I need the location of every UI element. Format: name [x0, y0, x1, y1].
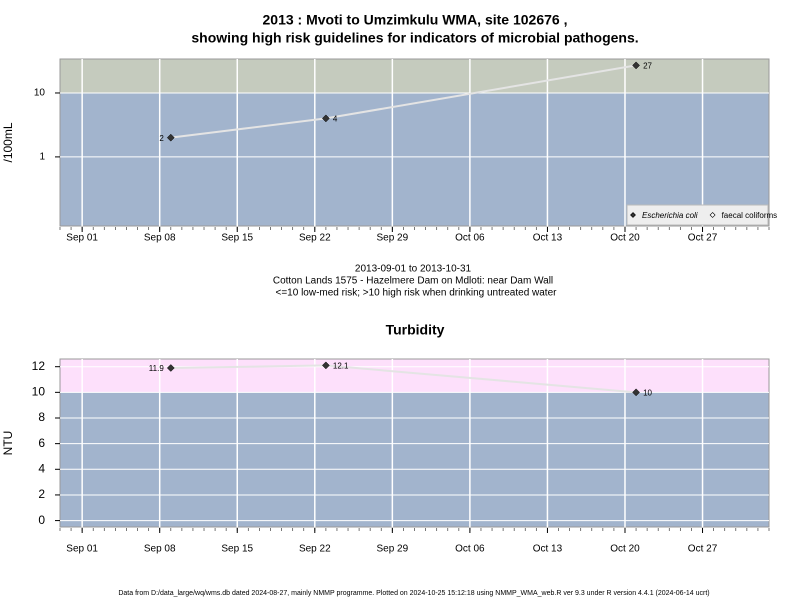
legend-label: faecal coliforms [722, 211, 778, 220]
x-tick-label: Sep 29 [376, 233, 408, 244]
y-tick-label: 10 [34, 88, 46, 99]
plot-frame [59, 58, 770, 227]
data-point [166, 364, 175, 372]
chart-title: Turbidity [386, 322, 445, 338]
chart-title: 2013 : Mvoti to Umzimkulu WMA, site 1026… [263, 12, 568, 28]
x-tick-label: Oct 20 [610, 233, 640, 244]
legend-marker [630, 212, 636, 218]
data-label: 12.1 [333, 362, 349, 371]
x-tick-label: Oct 06 [455, 233, 485, 244]
data-label: 2 [159, 134, 164, 143]
y-axis-label: /100mL [1, 122, 15, 162]
data-label: 11.9 [149, 364, 165, 373]
risk-band-low [60, 92, 769, 226]
legend-marker [709, 212, 716, 218]
y-tick-label: 10 [32, 385, 46, 399]
y-tick-label: 4 [38, 461, 45, 475]
plot-frame [59, 358, 770, 528]
x-tick-label: Sep 15 [221, 544, 253, 555]
y-tick-label: 1 [39, 152, 45, 163]
x-tick-label: Oct 27 [688, 233, 718, 244]
x-tick-label: Sep 01 [66, 233, 98, 244]
y-tick-label: 2 [38, 487, 45, 501]
data-point [322, 361, 330, 370]
data-label: 10 [643, 388, 652, 397]
x-tick-label: Oct 13 [533, 544, 563, 555]
legend-label: Escherichia coli [642, 211, 698, 220]
x-tick-label: Sep 08 [144, 544, 176, 555]
y-axis-label: NTU [1, 431, 15, 456]
caption: <=10 low-med risk; >10 high risk when dr… [276, 288, 558, 299]
data-point [632, 61, 640, 70]
risk-band-high [60, 59, 769, 93]
legend: Escherichia coli faecal coliforms [626, 204, 778, 226]
x-tick-label: Sep 22 [299, 233, 331, 244]
data-label: 27 [643, 62, 652, 71]
x-tick-label: Sep 15 [221, 233, 253, 244]
x-tick-label: Oct 20 [610, 544, 640, 555]
data-point [166, 133, 175, 142]
x-tick-label: Sep 01 [66, 544, 98, 555]
chart-title: showing high risk guidelines for indicat… [191, 30, 638, 46]
y-tick-label: 12 [32, 359, 46, 373]
y-tick-label: 0 [38, 513, 45, 527]
data-point [322, 114, 330, 123]
x-tick-label: Sep 22 [299, 544, 331, 555]
data-point [632, 388, 640, 397]
x-tick-label: Oct 13 [533, 233, 563, 244]
y-tick-label: 8 [38, 410, 45, 424]
caption: Cotton Lands 1575 - Hazelmere Dam on Mdl… [273, 276, 553, 287]
legend-box [626, 204, 769, 226]
footer: Data from D:/data_large/wq/wms.db dated … [118, 590, 709, 597]
x-tick-label: Oct 27 [688, 544, 718, 555]
y-tick-label: 6 [38, 436, 45, 450]
risk-band-high [60, 359, 769, 393]
x-tick-label: Sep 08 [144, 233, 176, 244]
risk-band-low [60, 392, 769, 527]
data-label: 4 [333, 115, 338, 124]
caption: 2013-09-01 to 2013-10-31 [355, 264, 472, 275]
x-tick-label: Sep 29 [376, 544, 408, 555]
x-tick-label: Oct 06 [455, 544, 485, 555]
